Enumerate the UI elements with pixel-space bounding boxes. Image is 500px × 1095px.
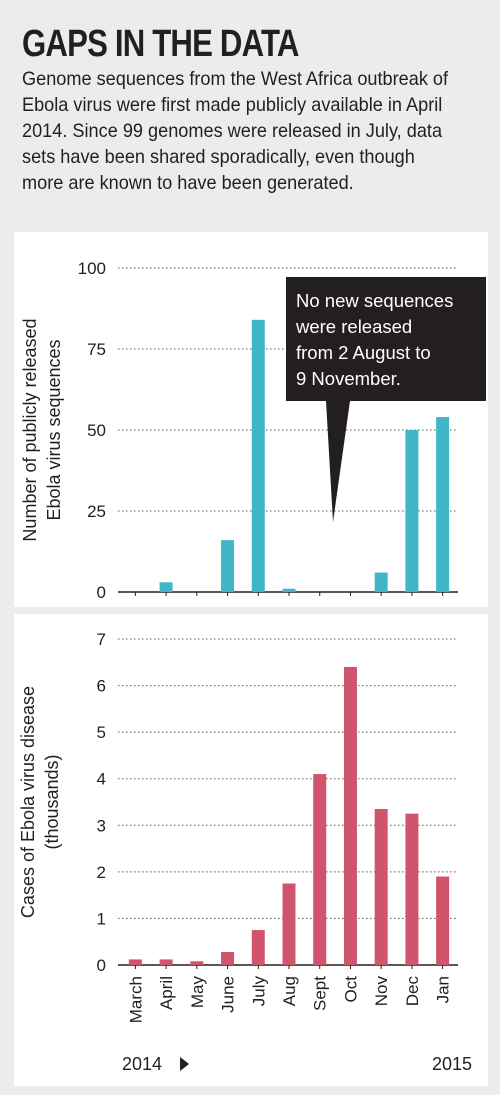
sequences-bar-nov [374,572,388,592]
sequences-bar-chart: 0 25 50 75 100 Number of publicly released Ebo… [20,259,458,602]
cases-y-tick-label: 3 [97,816,106,835]
month-label-sept: Sept [311,976,330,1011]
cases-bar-oct [343,666,357,965]
year-label-end: 2015 [432,1054,472,1074]
cases-y-tick-label: 6 [97,677,106,696]
month-label-oct: Oct [341,976,360,1003]
callout-box [286,277,486,401]
cases-bar-march [128,959,142,965]
cases-y-axis-title-line-1: Cases of Ebola virus disease [18,686,38,918]
cases-bar-may [190,961,204,965]
cases-y-tick-label: 4 [97,770,106,789]
sequences-bar-dec [405,430,419,592]
sequences-bar-jan [436,417,450,592]
sequences-y-tick-label: 25 [87,502,106,521]
chart-subtitle: Genome sequences from the West Africa ou… [22,68,449,194]
sequences-bar-june [221,540,235,592]
cases-bar-nov [374,808,388,965]
cases-y-tick-label: 5 [97,723,106,742]
chart-title: GAPS IN THE DATA [22,23,299,65]
sequences-y-tick-label: 100 [78,259,106,278]
cases-bar-chart: 0 1 2 3 4 5 6 7 Cases of Ebola virus disease (tho… [18,630,458,1023]
callout-pointer [326,401,350,522]
cases-bar-sept [313,774,327,965]
sequences-bar-april [159,582,173,592]
callout-line-3: from 2 August to [296,342,431,363]
cases-bar-april [159,959,173,965]
cases-y-tick-label: 7 [97,630,106,649]
month-label-dec: Dec [403,976,422,1007]
cases-y-tick-label: 0 [97,956,106,975]
year-arrow-icon [180,1057,189,1071]
cases-bar-aug [282,883,296,965]
sequences-y-tick-label: 75 [87,340,106,359]
callout-line-4: 9 November. [296,368,401,389]
cases-bar-jan [436,876,450,965]
month-label-may: May [188,976,207,1009]
cases-bar-dec [405,813,419,965]
month-label-june: June [219,976,238,1013]
month-label-march: March [126,976,145,1023]
month-label-aug: Aug [280,976,299,1006]
month-label-nov: Nov [372,976,391,1007]
cases-y-tick-label: 2 [97,863,106,882]
cases-bar-july [251,930,265,965]
callout-line-1: No new sequences [296,290,453,311]
cases-bar-june [221,951,235,965]
sequences-y-tick-label: 0 [97,583,106,602]
sequences-y-tick-label: 50 [87,421,106,440]
callout: No new sequences were released from 2 Au… [286,277,486,522]
sequences-y-axis-title-line-2: Ebola virus sequences [44,339,64,520]
sequences-bar-aug [282,588,296,592]
month-label-jan: Jan [434,976,453,1003]
year-label-start: 2014 [122,1054,162,1074]
cases-y-axis-title-line-2: (thousands) [42,754,62,849]
month-label-april: April [157,976,176,1010]
sequences-bar-july [251,319,265,592]
callout-line-2: were released [295,316,412,337]
sequences-y-axis-title-line-1: Number of publicly released [20,318,40,541]
cases-y-tick-label: 1 [97,909,106,928]
month-label-july: July [249,976,268,1007]
